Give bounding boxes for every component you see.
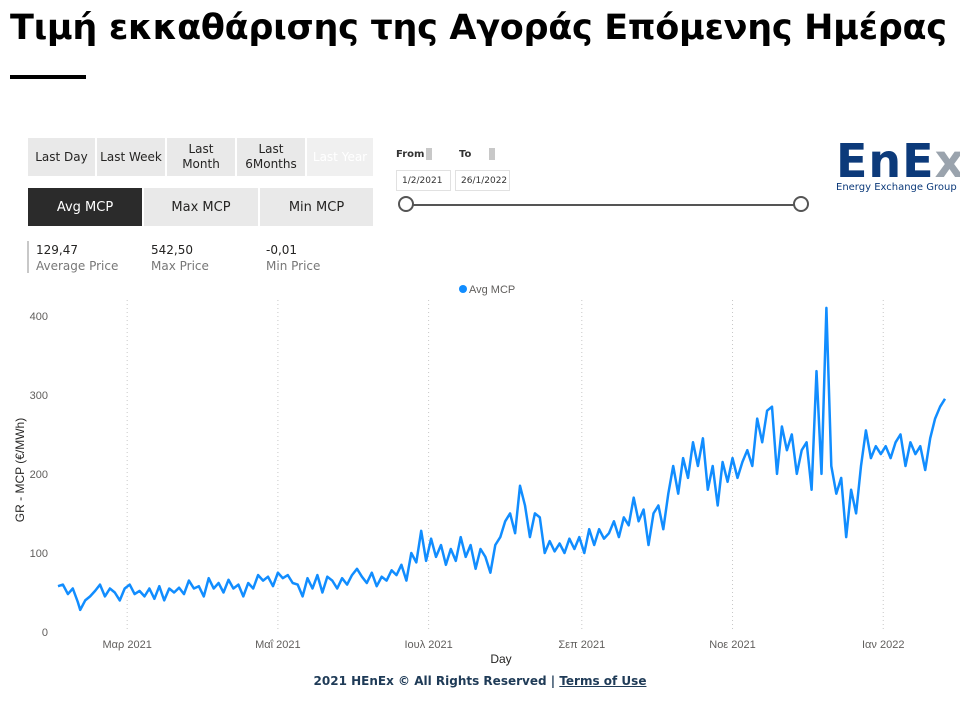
kpi-max-label: Max Price <box>151 259 209 273</box>
y-tick-label: 200 <box>30 469 48 481</box>
last-year-button[interactable]: Last Year <box>306 137 374 177</box>
kpi-min-label: Min Price <box>266 259 321 273</box>
logo-x-text: x <box>934 134 960 188</box>
enex-logo-mark: EnEx <box>836 136 960 186</box>
from-label-text: From <box>396 149 425 160</box>
to-label-text: To <box>459 149 472 160</box>
series-line-avg-mcp <box>57 306 947 612</box>
x-tick-label: Ιουλ 2021 <box>405 639 453 651</box>
from-calendar-icon[interactable] <box>426 148 433 160</box>
kpi-average: 129,47 Average Price <box>36 242 118 274</box>
y-tick-label: 0 <box>42 627 48 639</box>
x-tick-label: Ιαν 2022 <box>862 639 904 651</box>
kpi-max: 542,50 Max Price <box>151 242 209 274</box>
max-mcp-button[interactable]: Max MCP <box>143 187 259 227</box>
kpi-max-value: 542,50 <box>151 243 193 257</box>
date-slider-end-handle[interactable] <box>793 196 809 212</box>
to-date-input[interactable]: 26/1/2022 <box>455 170 510 191</box>
kpi-average-label: Average Price <box>36 259 119 273</box>
avg-mcp-button[interactable]: Avg MCP <box>27 187 143 227</box>
last-month-button[interactable]: Last Month <box>166 137 236 177</box>
mcp-line-chart: 0 100 200 300 400 Μαρ 2021 Μαΐ 2021 Ιουλ 2021 Σε… <box>13 284 947 666</box>
x-tick-label: Νοε 2021 <box>709 639 756 651</box>
to-label: To <box>459 148 496 160</box>
logo-subtitle: Energy Exchange Group <box>836 182 957 193</box>
y-tick-label: 400 <box>30 311 48 323</box>
terms-of-use-link[interactable]: Terms of Use <box>559 674 647 688</box>
footer-copyright: 2021 HEnEx © All Rights Reserved | <box>313 674 556 688</box>
legend-series-label: Avg MCP <box>469 284 515 296</box>
to-calendar-icon[interactable] <box>489 148 496 160</box>
chart-grid <box>126 300 884 632</box>
x-axis-label: Day <box>490 652 511 666</box>
title-underline <box>10 75 86 79</box>
y-tick-label: 100 <box>30 548 48 560</box>
x-tick-label: Σεπ 2021 <box>558 639 605 651</box>
min-mcp-button[interactable]: Min MCP <box>259 187 374 227</box>
logo-main-text: EnE <box>836 134 935 188</box>
kpi-average-value: 129,47 <box>36 243 78 257</box>
last-6months-button[interactable]: Last 6Months <box>236 137 306 177</box>
y-tick-label: 300 <box>30 390 48 402</box>
from-label: From <box>396 148 433 160</box>
chart-legend: Avg MCP <box>459 284 515 296</box>
kpi-divider <box>27 241 29 273</box>
page-title: Τιμή εκκαθάρισης της Αγοράς Επόμενης Ημέ… <box>10 8 947 48</box>
footer: 2021 HEnEx © All Rights Reserved | Terms… <box>0 674 960 688</box>
chart-axes: 0 100 200 300 400 Μαρ 2021 Μαΐ 2021 Ιουλ 2021 Σε… <box>30 311 905 651</box>
from-date-input[interactable]: 1/2/2021 <box>396 170 451 191</box>
last-week-button[interactable]: Last Week <box>96 137 166 177</box>
last-day-button[interactable]: Last Day <box>27 137 96 177</box>
kpi-min: -0,01 Min Price <box>266 242 320 274</box>
date-slider-start-handle[interactable] <box>398 196 414 212</box>
x-tick-label: Μαρ 2021 <box>103 639 152 651</box>
x-tick-label: Μαΐ 2021 <box>255 639 301 651</box>
y-axis-label: GR - MCP (€/MWh) <box>13 418 27 522</box>
enex-logo: EnEx Energy Exchange Group <box>836 136 960 193</box>
kpi-min-value: -0,01 <box>266 243 298 257</box>
date-range-slider-track[interactable] <box>405 204 803 206</box>
legend-series-marker <box>459 285 467 293</box>
